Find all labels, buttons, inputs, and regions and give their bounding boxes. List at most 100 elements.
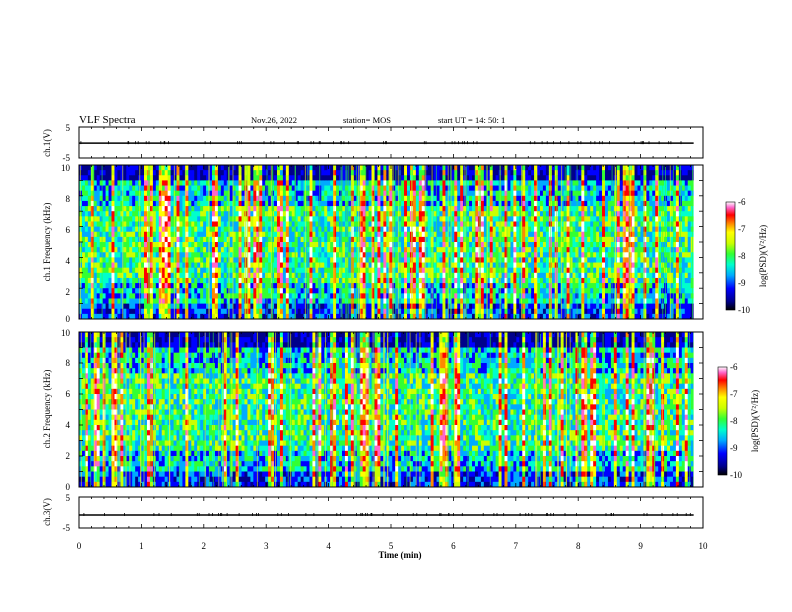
spectrogram-cell bbox=[454, 231, 458, 238]
spectrogram-cell bbox=[448, 216, 452, 222]
spectrogram-cell bbox=[525, 195, 529, 202]
spectrogram-cell bbox=[469, 226, 473, 233]
spectrogram-cell bbox=[229, 288, 234, 294]
spectrogram-cell bbox=[232, 303, 237, 310]
spectrogram-cell bbox=[324, 226, 328, 233]
spectrogram-cell bbox=[309, 190, 313, 197]
spectrogram-cell bbox=[209, 313, 213, 320]
spectrogram-cell bbox=[173, 175, 177, 181]
spectrogram-cell bbox=[415, 206, 420, 212]
spectrogram-cell bbox=[350, 313, 355, 320]
spectrogram-cell bbox=[460, 221, 464, 227]
spectrogram-cell bbox=[466, 303, 470, 310]
spectrogram-cell bbox=[537, 206, 541, 212]
spectrogram-cell bbox=[531, 195, 535, 202]
spectrogram-cell bbox=[454, 298, 458, 304]
spectrogram-cell bbox=[457, 165, 461, 171]
spectrogram-cell bbox=[386, 236, 390, 243]
spectrogram-cell bbox=[129, 236, 133, 243]
spectrogram-cell bbox=[105, 216, 109, 222]
spectrogram-cell bbox=[155, 195, 160, 202]
spectrogram-cell bbox=[516, 283, 520, 289]
spectrogram-cell bbox=[164, 175, 169, 181]
spectrogram-cell bbox=[421, 216, 426, 222]
spectrogram-cell bbox=[120, 252, 124, 258]
spectrogram-cell bbox=[209, 221, 213, 227]
spectrogram-cell bbox=[217, 216, 222, 222]
spectrogram-cell bbox=[220, 308, 225, 315]
spectrogram-cell bbox=[300, 257, 304, 263]
spectrogram-cell bbox=[117, 175, 121, 181]
spectrogram-cell bbox=[220, 180, 225, 186]
spectrogram-cell bbox=[90, 308, 95, 315]
spectrogram-cell bbox=[377, 195, 381, 202]
spectrogram-cell bbox=[126, 272, 130, 279]
spectrogram-cell bbox=[392, 293, 396, 299]
spectrogram-cell bbox=[486, 247, 491, 253]
spectrogram-cell bbox=[368, 165, 372, 171]
spectrogram-cell bbox=[220, 190, 225, 197]
spectrogram-cell bbox=[312, 221, 316, 227]
spectrogram-cell bbox=[451, 293, 455, 299]
spectrogram-cell bbox=[223, 226, 228, 233]
spectrogram-cell bbox=[436, 185, 440, 192]
spectrogram-cell bbox=[164, 200, 169, 207]
spectrogram-cell bbox=[353, 165, 358, 171]
spectrogram-cell bbox=[191, 303, 195, 310]
spectrogram-cell bbox=[191, 283, 195, 289]
spectrogram-cell bbox=[466, 262, 470, 269]
spectrogram-cell bbox=[117, 206, 121, 212]
spectrogram-cell bbox=[108, 308, 112, 315]
spectrogram-cell bbox=[203, 257, 207, 263]
spectrogram-cell bbox=[315, 175, 319, 181]
spectrogram-cell bbox=[194, 175, 198, 181]
spectrogram-cell bbox=[542, 221, 547, 227]
spectrogram-cell bbox=[229, 165, 234, 171]
spectrogram-cell bbox=[418, 272, 423, 279]
spectrogram-cell bbox=[105, 200, 109, 207]
spectrogram-cell bbox=[206, 283, 210, 289]
spectrogram-cell bbox=[510, 277, 514, 284]
spectrogram-cell bbox=[250, 247, 254, 253]
spectrogram-cell bbox=[220, 293, 225, 299]
spectrogram-cell bbox=[525, 226, 529, 233]
spectrogram-cell bbox=[377, 247, 381, 253]
spectrogram-cell bbox=[170, 231, 174, 238]
spectrogram-cell bbox=[144, 257, 148, 263]
spectrogram-cell bbox=[247, 283, 251, 289]
spectrogram-cell bbox=[336, 185, 340, 192]
spectrogram-cell bbox=[359, 257, 364, 263]
spectrogram-cell bbox=[525, 165, 529, 171]
spectrogram-cell bbox=[279, 272, 284, 279]
spectrogram-cell bbox=[427, 267, 432, 274]
spectrogram-cell bbox=[412, 211, 417, 217]
spectrogram-cell bbox=[135, 303, 139, 310]
spectrogram-cell bbox=[214, 262, 219, 269]
spectrogram-cell bbox=[276, 257, 281, 263]
spectrogram-cell bbox=[259, 236, 263, 243]
spectrogram-cell bbox=[197, 236, 201, 243]
spectrogram-cell bbox=[454, 267, 458, 274]
spectrogram-cell bbox=[427, 236, 432, 243]
spectrogram-cell bbox=[155, 236, 160, 243]
spectrogram-cell bbox=[353, 293, 358, 299]
spectrogram-cell bbox=[342, 236, 346, 243]
spectrogram-cell bbox=[164, 170, 169, 176]
spectrogram-cell bbox=[342, 288, 346, 294]
spectrogram-cell bbox=[474, 211, 479, 217]
spectrogram-cell bbox=[268, 288, 272, 294]
spectrogram-cell bbox=[333, 200, 337, 207]
spectrogram-cell bbox=[327, 252, 331, 258]
spectrogram-cell bbox=[182, 226, 186, 233]
spectrogram-cell bbox=[315, 242, 319, 248]
spectrogram-cell bbox=[164, 257, 169, 263]
spectrogram-cell bbox=[359, 252, 364, 258]
spectrogram-cell bbox=[350, 272, 355, 279]
spectrogram-cell bbox=[179, 180, 183, 186]
spectrogram-cell bbox=[200, 190, 204, 197]
spectrogram-cell bbox=[291, 298, 296, 304]
spectrogram-cell bbox=[108, 293, 112, 299]
spectrogram-cell bbox=[81, 262, 86, 269]
spectrogram-cell bbox=[170, 277, 174, 284]
spectrogram-cell bbox=[448, 195, 452, 202]
